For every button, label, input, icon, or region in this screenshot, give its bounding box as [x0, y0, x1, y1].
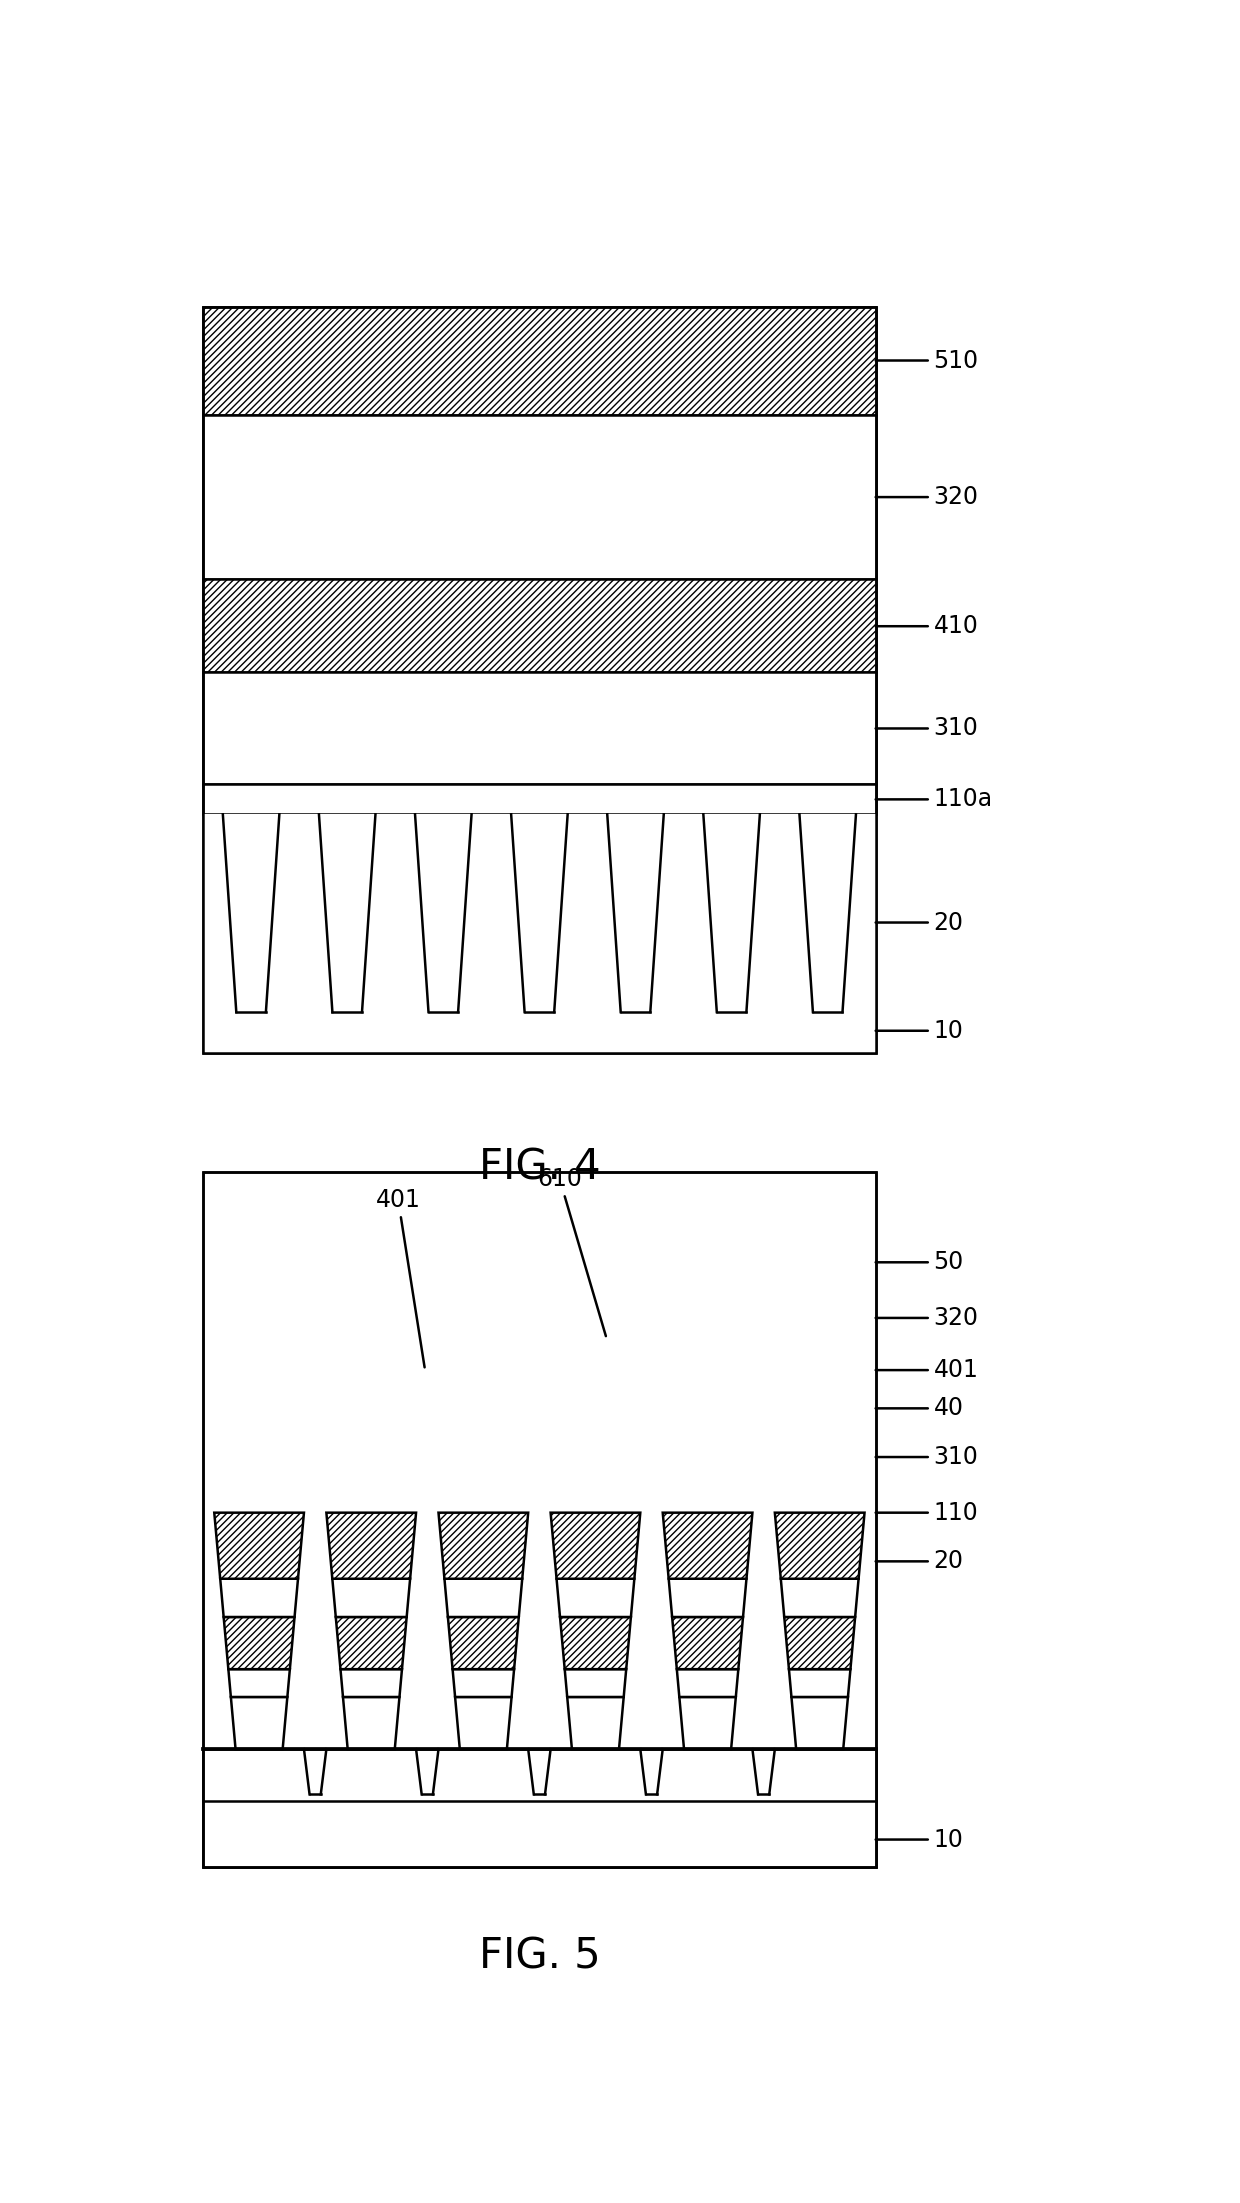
Text: 610: 610 — [537, 1168, 606, 1337]
Polygon shape — [455, 1696, 512, 1749]
Polygon shape — [789, 1670, 851, 1696]
Text: 310: 310 — [875, 716, 978, 740]
Text: 10: 10 — [875, 1018, 963, 1042]
Polygon shape — [791, 1696, 848, 1749]
Text: 110a: 110a — [875, 786, 992, 811]
Text: 310: 310 — [875, 1445, 978, 1469]
Text: 110: 110 — [875, 1500, 978, 1524]
Text: 401: 401 — [376, 1187, 424, 1368]
Polygon shape — [439, 1513, 528, 1580]
Bar — [203, 306, 875, 1053]
Bar — [203, 306, 875, 1053]
Bar — [203, 784, 875, 815]
Bar — [203, 306, 875, 414]
Text: 510: 510 — [875, 348, 978, 372]
Polygon shape — [448, 1617, 518, 1670]
Polygon shape — [444, 1580, 522, 1617]
Polygon shape — [231, 1696, 288, 1749]
Bar — [203, 1172, 875, 1868]
Polygon shape — [332, 1580, 410, 1617]
Text: 40: 40 — [875, 1397, 963, 1421]
Polygon shape — [560, 1617, 631, 1670]
Text: 20: 20 — [875, 910, 963, 934]
Polygon shape — [551, 1513, 640, 1580]
Bar — [203, 815, 875, 1053]
Text: 20: 20 — [875, 1549, 963, 1573]
Polygon shape — [557, 1580, 635, 1617]
Text: FIG. 5: FIG. 5 — [479, 1934, 600, 1978]
Polygon shape — [784, 1617, 856, 1670]
Polygon shape — [672, 1617, 743, 1670]
Bar — [203, 414, 875, 579]
Polygon shape — [453, 1670, 515, 1696]
Text: 10: 10 — [875, 1828, 963, 1851]
Text: 50: 50 — [875, 1251, 963, 1273]
Polygon shape — [564, 1670, 626, 1696]
Polygon shape — [677, 1670, 738, 1696]
Polygon shape — [336, 1617, 407, 1670]
Polygon shape — [341, 1670, 402, 1696]
Polygon shape — [775, 1513, 864, 1580]
Bar — [203, 1749, 875, 1868]
Text: 401: 401 — [875, 1357, 978, 1381]
Bar — [203, 1172, 875, 1868]
Bar — [203, 579, 875, 672]
Polygon shape — [567, 1696, 624, 1749]
Bar — [203, 672, 875, 784]
Text: FIG. 4: FIG. 4 — [479, 1146, 600, 1187]
Polygon shape — [223, 1617, 295, 1670]
Polygon shape — [228, 1670, 290, 1696]
Text: 320: 320 — [875, 485, 978, 509]
Polygon shape — [662, 1513, 753, 1580]
Polygon shape — [326, 1513, 417, 1580]
Polygon shape — [343, 1696, 399, 1749]
Polygon shape — [781, 1580, 858, 1617]
Text: 410: 410 — [875, 615, 978, 639]
Polygon shape — [221, 1580, 298, 1617]
Polygon shape — [215, 1513, 304, 1580]
Polygon shape — [668, 1580, 746, 1617]
Text: 320: 320 — [875, 1306, 978, 1331]
Polygon shape — [680, 1696, 735, 1749]
